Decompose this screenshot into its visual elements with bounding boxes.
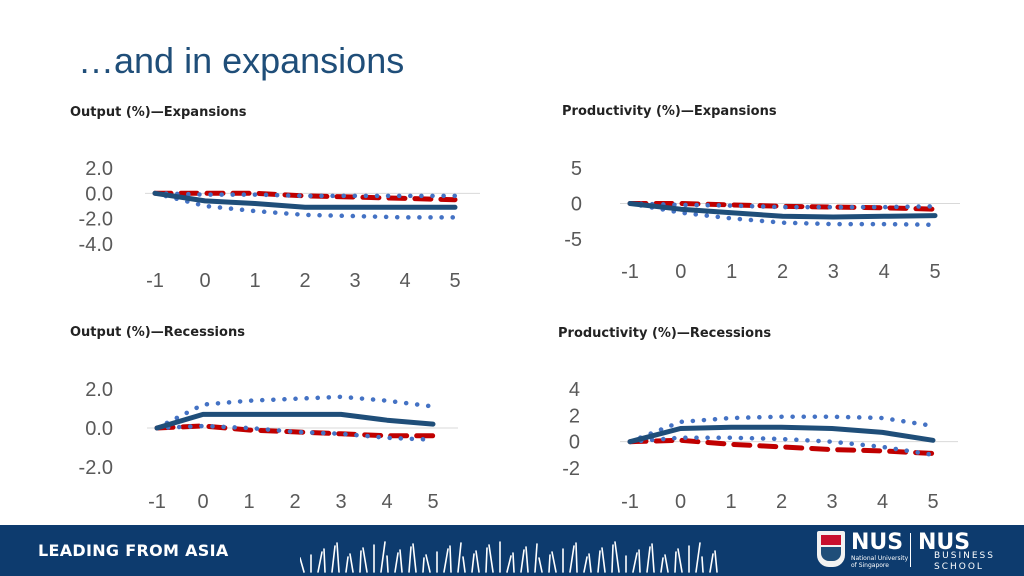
x-tick-label: 1 [243,491,254,513]
nus-subtitle: National University of Singapore [851,555,909,569]
x-tick-label: 3 [828,261,839,283]
y-tick-label: -2.0 [79,209,113,231]
x-tick-label: 2 [299,270,310,292]
y-tick-label: 0.0 [85,183,113,205]
y-tick-label: 2.0 [85,379,113,401]
nus-crest-icon [817,531,845,567]
x-tick-label: 0 [675,491,686,513]
x-tick-label: 0 [199,270,210,292]
y-tick-label: 2.0 [85,158,113,180]
x-tick-label: 1 [725,491,736,513]
logo-divider [910,533,911,567]
x-tick-label: 0 [675,261,686,283]
series-line-comparison [627,201,938,212]
series-line-comparison [152,190,458,203]
y-tick-label: -2 [562,458,580,480]
chart-productivity-expansions: 5 0 -5 -1 0 1 2 3 4 5 [564,158,960,283]
x-tick-label: 3 [826,491,837,513]
series-line-estimate [154,411,436,431]
series-line-lower [627,201,938,228]
chart-productivity-recessions: 4 2 0 -2 -1 0 1 2 3 4 5 [562,379,958,513]
chart-title-output-expansions: Output (%)—Expansions [70,105,247,120]
school-label: SCHOOL [934,562,984,572]
chart-output-recessions: 2.0 0.0 -2.0 -1 0 1 2 3 4 5 [79,379,458,513]
footer-tagline: LEADING FROM ASIA [38,541,229,560]
x-tick-label: -1 [621,261,639,283]
chart-output-expansions: 2.0 0.0 -2.0 -4.0 -1 0 1 2 3 4 5 [79,158,480,292]
x-tick-label: 1 [249,270,260,292]
series-line-estimate [627,201,938,220]
x-tick-label: -1 [146,270,164,292]
series-line-comparison [627,437,936,456]
y-tick-label: 0 [571,194,582,216]
series-line-estimate [152,190,458,210]
series-line-upper [627,414,936,444]
x-tick-label: 4 [877,491,888,513]
footer-bar: LEADING FROM ASIA NUS National Universit… [0,525,1024,576]
chart-title-output-recessions: Output (%)—Recessions [70,325,245,340]
slide-title: …and in expansions [78,40,405,81]
chart-title-productivity-expansions: Productivity (%)—Expansions [562,104,777,119]
y-tick-label: 0.0 [85,418,113,440]
x-tick-label: 4 [381,491,392,513]
x-tick-label: 4 [879,261,890,283]
x-tick-label: 2 [289,491,300,513]
series-line-estimate [627,424,936,445]
x-tick-label: 5 [927,491,938,513]
y-tick-label: -2.0 [79,457,113,479]
nus-logo: NUS [851,530,904,555]
x-tick-label: 0 [197,491,208,513]
series-line-lower [154,423,436,442]
chart-title-productivity-recessions: Productivity (%)—Recessions [558,326,772,341]
y-tick-label: 5 [571,158,582,180]
grass-decoration-icon [300,541,718,573]
series-line-upper [627,201,938,210]
series-line-comparison [154,423,436,439]
nus-business-logo: NUS [918,530,971,555]
x-tick-label: -1 [148,491,166,513]
y-tick-label: -5 [564,229,582,251]
series-line-upper [154,394,436,431]
y-tick-label: 0 [569,432,580,454]
y-tick-label: 4 [569,379,580,401]
x-tick-label: 5 [427,491,438,513]
x-tick-label: 3 [349,270,360,292]
y-tick-label: 2 [569,405,580,427]
y-tick-label: -4.0 [79,234,113,256]
x-tick-label: 5 [929,261,940,283]
x-tick-label: 4 [399,270,410,292]
x-tick-label: -1 [621,491,639,513]
x-tick-label: 1 [726,261,737,283]
business-label: BUSINESS [934,551,995,561]
x-tick-label: 2 [776,491,787,513]
x-tick-label: 2 [777,261,788,283]
x-tick-label: 5 [449,270,460,292]
x-tick-label: 3 [335,491,346,513]
